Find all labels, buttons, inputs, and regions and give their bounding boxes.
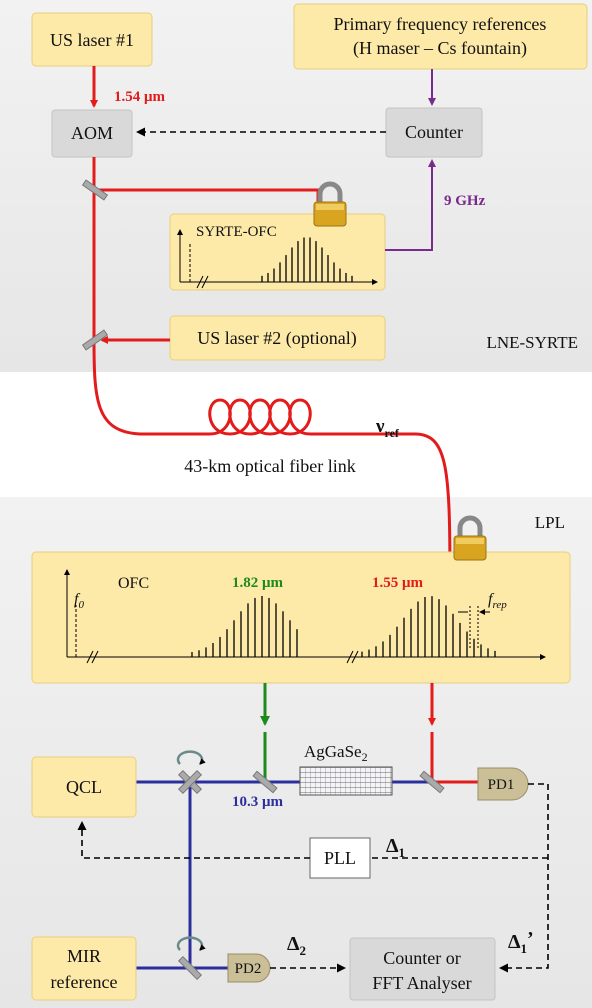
delta1-prime-suffix: ’ xyxy=(527,928,534,950)
beam-splitter xyxy=(252,770,278,794)
crystal-subscript: 2 xyxy=(362,750,368,764)
spectra xyxy=(64,229,546,664)
delta2-label: Δ2 xyxy=(287,933,306,958)
pll-label: PLL xyxy=(324,848,356,868)
primary-references-label: Primary frequency references xyxy=(334,14,547,34)
delta2-symbol: Δ xyxy=(287,933,300,955)
axis-break xyxy=(196,275,209,289)
flip-arrow xyxy=(176,936,206,951)
primary-references-label: (H maser – Cs fountain) xyxy=(353,38,527,59)
wavelength-mir-label: 10.3 μm xyxy=(232,794,284,810)
delta1-label: Δ1 xyxy=(386,835,405,860)
fiber-link-label: 43-km optical fiber link xyxy=(184,456,355,476)
us-laser-2-label: US laser #2 (optional) xyxy=(197,328,356,349)
counter-fft-label: Counter or xyxy=(383,948,460,968)
aom-box xyxy=(51,109,133,158)
qcl-box xyxy=(31,756,137,818)
flip-mirror xyxy=(177,955,203,981)
pd1-label: PD1 xyxy=(488,777,515,793)
f0-subscript: 0 xyxy=(78,599,84,611)
nu-ref-label: νref xyxy=(375,416,400,440)
f0-symbol: f xyxy=(74,591,81,608)
crystal xyxy=(299,766,393,796)
delta1-prime-symbol: Δ xyxy=(508,931,521,953)
delta1-symbol: Δ xyxy=(386,835,399,857)
panel-label: LNE-SYRTE xyxy=(486,333,578,352)
syrte-ofc-box xyxy=(169,213,386,291)
pd2-label: PD2 xyxy=(235,961,262,977)
us-laser-1-box xyxy=(31,12,153,67)
crystal-text: AgGaSe xyxy=(304,742,362,761)
mir-reference-box xyxy=(31,936,137,1001)
frep-label: frep xyxy=(488,591,507,611)
beam-splitter xyxy=(419,770,445,794)
qcl-label: QCL xyxy=(66,777,102,797)
aom-label: AOM xyxy=(71,123,113,143)
counter-fft-label: FFT Analyser xyxy=(372,973,471,993)
us-laser-2-box xyxy=(169,315,386,361)
beat-link xyxy=(385,159,436,251)
syrte-ofc-label: SYRTE-OFC xyxy=(196,224,277,240)
pd2 xyxy=(227,953,271,983)
wavelength-label: 1.54 μm xyxy=(114,89,166,105)
mir-reference-label: MIR xyxy=(67,946,101,966)
control-link xyxy=(77,821,310,859)
delta1-prime-label: Δ1’ xyxy=(508,928,534,956)
delta1-prime-subscript: 1 xyxy=(521,941,528,956)
nu-ref-symbol: ν xyxy=(375,416,385,437)
panel-label: LPL xyxy=(535,513,565,532)
wavelength-green-label: 1.82 μm xyxy=(232,575,284,591)
delta1-subscript: 1 xyxy=(399,845,406,860)
signal-link xyxy=(499,783,549,973)
flip-mirror xyxy=(177,769,203,795)
f0-label: f0 xyxy=(74,591,84,611)
fiber-link xyxy=(92,157,454,587)
ofc-label: OFC xyxy=(118,575,149,592)
flip-arrow xyxy=(176,750,206,765)
crystal-label: AgGaSe2 xyxy=(304,742,368,764)
pll-box xyxy=(309,837,371,879)
beat-label: 9 GHz xyxy=(444,193,486,209)
us-laser-1-label: US laser #1 xyxy=(50,30,134,50)
frep-subscript: rep xyxy=(492,599,507,611)
frep-symbol: f xyxy=(488,591,495,608)
axis-break xyxy=(86,650,99,664)
nu-ref-subscript: ref xyxy=(385,426,400,440)
frep-marker xyxy=(469,605,479,648)
beam-splitter xyxy=(81,179,109,201)
ofc-box xyxy=(31,551,571,684)
counter-fft-box xyxy=(349,937,496,1001)
beam-splitter xyxy=(81,329,109,351)
counter-label: Counter xyxy=(405,122,463,142)
axis-break xyxy=(346,650,359,664)
delta2-subscript: 2 xyxy=(300,943,307,958)
primary-references-box xyxy=(293,3,588,70)
pd1 xyxy=(477,767,529,801)
wavelength-red-label: 1.55 μm xyxy=(372,575,424,591)
mir-reference-label: reference xyxy=(51,972,118,992)
